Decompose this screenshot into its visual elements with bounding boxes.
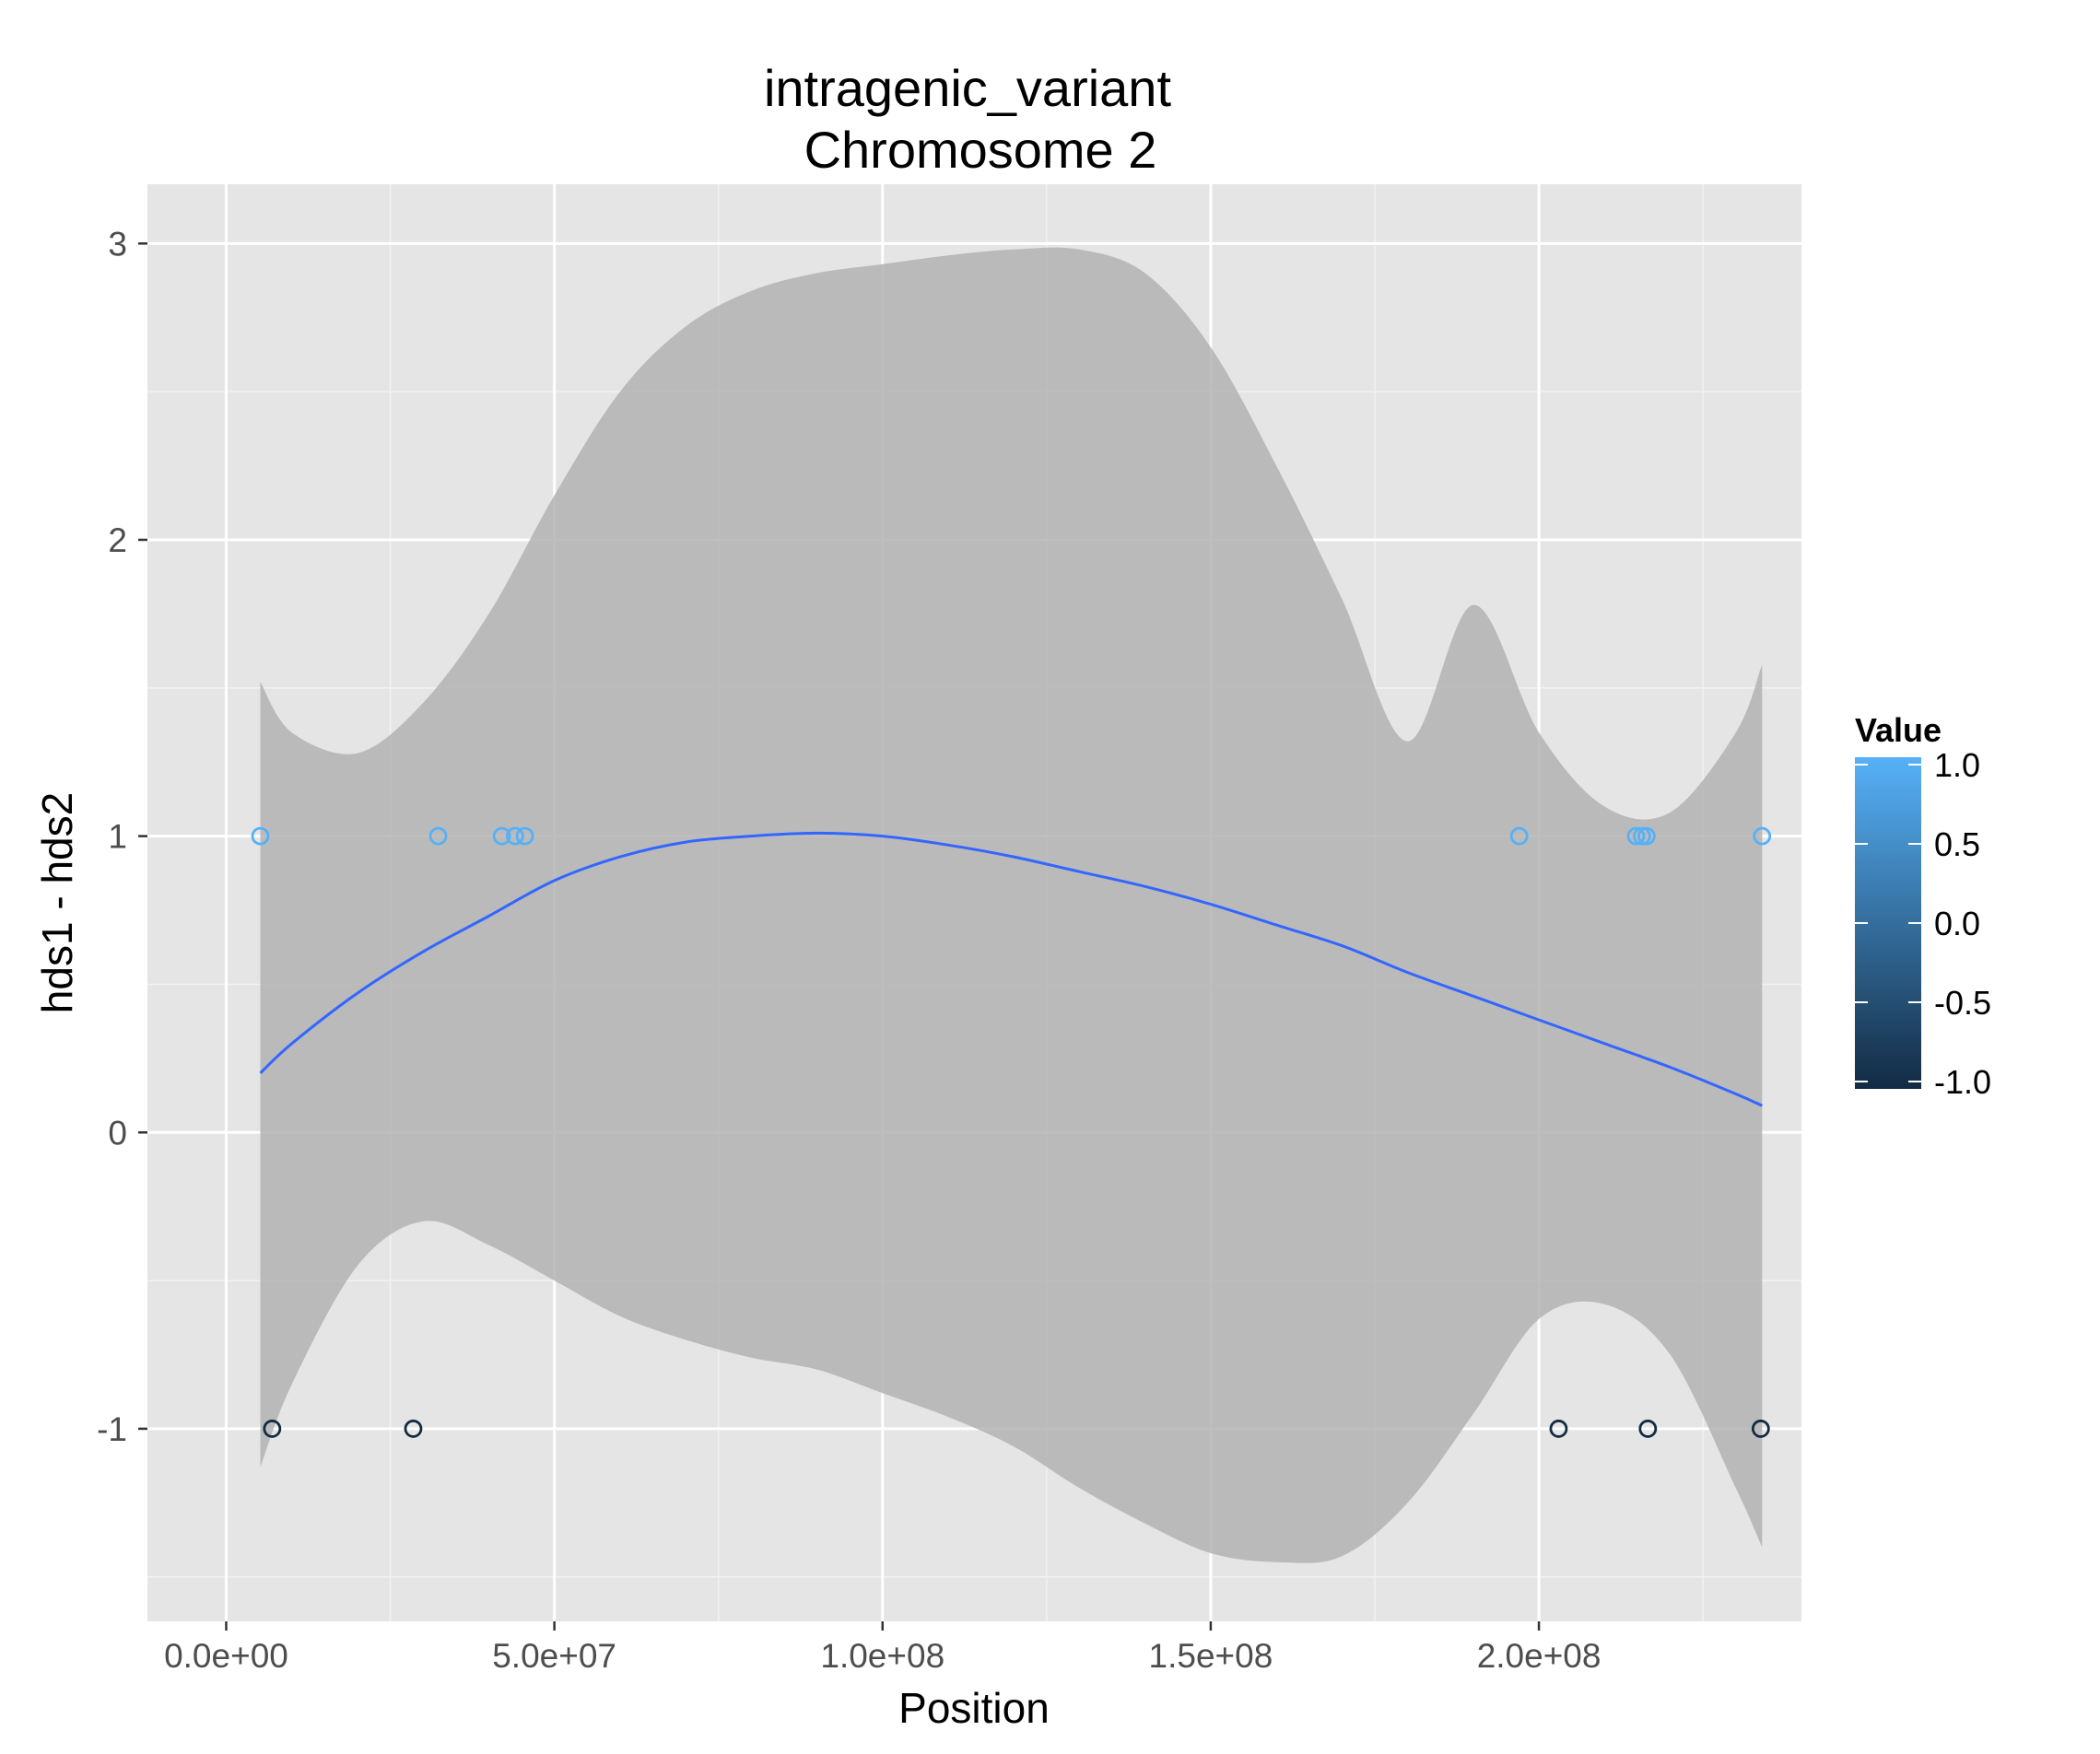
y-tick-label: 1 <box>108 818 127 856</box>
data-point <box>263 1420 282 1438</box>
y-tick-labels: -1 0 1 2 3 <box>97 225 127 1448</box>
chart-title-line-1: intragenic_variant <box>764 59 1171 117</box>
smooth-line <box>259 831 1763 1107</box>
data-point <box>251 826 270 846</box>
data-point <box>1549 1420 1568 1438</box>
confidence-band-layer <box>260 247 1763 1563</box>
confidence-band <box>260 247 1763 1563</box>
legend-tick-label: 1.0 <box>1934 746 1980 784</box>
y-tick-label: 3 <box>108 225 127 263</box>
legend-tick-label: 0.0 <box>1934 905 1980 942</box>
axis-ticks <box>138 242 1541 1631</box>
data-point <box>1753 826 1772 846</box>
legend-tick-label: -0.5 <box>1934 984 1991 1022</box>
data-point <box>1626 826 1646 846</box>
legend-ticks: 1.0 0.5 0.0 -0.5 -1.0 <box>1855 746 1991 1101</box>
y-tick-label: -1 <box>97 1410 127 1448</box>
x-tick-label: 5.0e+07 <box>492 1637 616 1675</box>
data-point <box>1751 1420 1770 1438</box>
legend-title: Value <box>1855 711 1942 749</box>
legend-tick-label: 0.5 <box>1934 825 1980 863</box>
color-legend: Value 1.0 0.5 0.0 -0.5 -1.0 <box>1855 711 1991 1101</box>
smooth-line-layer <box>259 831 1763 1107</box>
x-axis-title: Position <box>898 1684 1050 1732</box>
x-tick-label: 1.5e+08 <box>1149 1637 1273 1675</box>
data-point <box>1509 826 1529 846</box>
x-tick-label: 0.0e+00 <box>164 1637 288 1675</box>
points-layer <box>251 826 1772 1438</box>
data-point <box>404 1420 423 1438</box>
y-axis-title: hds1 - hds2 <box>33 792 81 1013</box>
data-point <box>428 826 448 846</box>
x-tick-label: 2.0e+08 <box>1477 1637 1601 1675</box>
data-point <box>1638 1420 1658 1438</box>
data-point <box>505 826 524 846</box>
y-tick-label: 0 <box>108 1114 127 1152</box>
data-point <box>515 826 534 846</box>
y-tick-label: 2 <box>108 521 127 559</box>
x-tick-labels: 0.0e+00 5.0e+07 1.0e+08 1.5e+08 2.0e+08 <box>164 1637 1601 1675</box>
data-point <box>492 826 511 846</box>
legend-tick-label: -1.0 <box>1934 1063 1991 1101</box>
x-tick-label: 1.0e+08 <box>820 1637 944 1675</box>
data-point <box>1637 826 1656 846</box>
chart-title-line-2: Chromosome 2 <box>804 121 1157 179</box>
